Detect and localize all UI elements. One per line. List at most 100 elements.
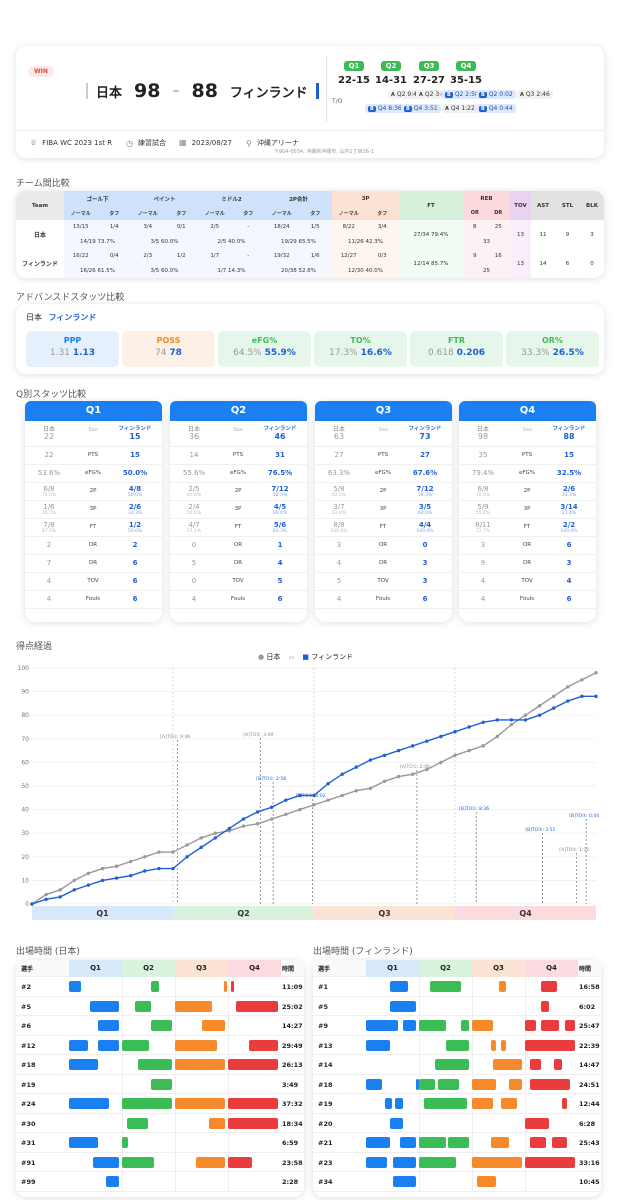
away-score-point <box>523 718 528 722</box>
player-minutes-row: #14 14:47 <box>313 1055 601 1075</box>
timeout-annotation: [A]TO②: 1:22 <box>559 847 589 853</box>
stat-cell: 1/6 <box>298 249 332 263</box>
legend-away: フィンランド <box>311 653 354 661</box>
quarter-separator <box>175 1172 176 1191</box>
stat-name: TOV <box>87 578 99 584</box>
away-score-point <box>509 718 514 722</box>
timeout-team: B <box>479 106 487 112</box>
player-minutes-row: #23 33:16 <box>313 1152 601 1172</box>
player-number: #91 <box>21 1158 36 1167</box>
away-stat: 4/5 <box>273 503 287 511</box>
home-stat: 5/8 <box>333 485 345 493</box>
timeout-annotation: [B]TO①: 2:58 <box>256 776 286 782</box>
playing-time-bar <box>249 1039 279 1051</box>
playing-time-bar <box>122 1039 149 1051</box>
stat-cell: 0/1 <box>164 220 198 234</box>
quarter-separator <box>228 996 229 1016</box>
player-minutes-row: #2 11:09 <box>16 977 304 997</box>
legend-away-marker: ■ <box>302 653 310 661</box>
quarter-separator <box>228 1133 229 1152</box>
home-score-point <box>129 859 133 864</box>
away-score-point <box>72 888 76 892</box>
player-minutes-row: #5 25:02 <box>16 996 304 1016</box>
stat-cell-total: 3/5 60.0% <box>131 263 198 278</box>
team-name: 日本 <box>16 220 64 249</box>
quarter-stat-row: 2/5 40.0% 2P 7/12 58.3% <box>170 483 307 501</box>
away-label: フィンランド <box>408 426 442 432</box>
playing-time-bar <box>498 981 507 992</box>
time-col-header: 時間 <box>579 966 592 973</box>
away-stat: 3 <box>422 559 428 567</box>
quarter-col-header: Q3 <box>472 960 525 977</box>
timeout-team: B <box>404 106 412 112</box>
player-minutes-row: #1 16:58 <box>313 977 601 997</box>
timeout-annotation: [A]TO①: 2:46 <box>400 764 430 770</box>
home-stat: 4 <box>480 595 486 603</box>
stat-name: FT <box>523 524 531 530</box>
sub-header: タフ <box>231 206 265 220</box>
away-score-point <box>453 730 457 734</box>
home-score-point <box>171 850 175 854</box>
reb-or: 9 <box>463 249 487 263</box>
sub-header: ノーマル <box>64 206 98 220</box>
player-minutes-row: #34 10:45 <box>313 1172 601 1192</box>
player-number: #23 <box>318 1158 333 1167</box>
home-score-point <box>326 798 330 802</box>
playing-time-bar <box>223 981 227 992</box>
stat-name: 3P <box>234 506 242 512</box>
home-stat: 6/8 <box>477 485 489 493</box>
quarter-stat-row: 7 DR 6 <box>25 555 162 573</box>
group-header: ペイント <box>131 191 198 206</box>
away-label: フィンランド <box>118 426 152 432</box>
home-stat-pct: 87.5% <box>41 529 57 534</box>
away-score-point <box>425 739 429 743</box>
playing-time-bar <box>434 1059 470 1070</box>
home-stat: 8/8 <box>333 521 345 529</box>
stat-cell: 13/15 <box>64 220 98 234</box>
quarter-score: 27-27 <box>413 75 445 86</box>
player-minutes-row: #99 2:28 <box>16 1172 304 1192</box>
stat-cell: 16/22 <box>64 249 98 263</box>
playing-time-bar <box>472 1098 494 1109</box>
quarter-badge: Q2 <box>380 61 402 71</box>
quarter-score: 35-15 <box>450 75 482 86</box>
stat-name: FT <box>379 524 387 530</box>
away-stat: 6 <box>566 595 572 603</box>
away-stat: 31 <box>275 451 285 459</box>
home-score-point <box>58 888 62 892</box>
playing-time-bar <box>366 1020 398 1031</box>
away-stat: 2/6 <box>562 485 576 493</box>
total-label: Total <box>233 427 243 432</box>
away-stat: 6 <box>132 595 138 603</box>
home-score-point <box>439 760 443 765</box>
y-tick-label: 90 <box>21 689 29 696</box>
timeout-chip: B Q2 0:02 <box>476 90 516 99</box>
quarter-stat-row: 3 OR 6 <box>459 537 596 555</box>
away-stat: 2/6 <box>128 503 142 511</box>
away-stat: 27 <box>420 451 430 459</box>
away-score-point <box>171 866 175 871</box>
home-stat: 35 <box>478 451 488 459</box>
playing-time-bar <box>564 1020 576 1031</box>
player-number: #99 <box>21 1178 36 1186</box>
quarter-separator <box>122 1172 123 1191</box>
game-type: 練習試合 <box>137 139 166 147</box>
quarter-separator <box>419 1113 420 1133</box>
away-stat: 15 <box>564 451 574 459</box>
home-score-point <box>566 685 570 689</box>
away-stat: 4/8 <box>128 485 142 493</box>
adv-home-value: 64.5% <box>233 348 262 358</box>
quarter-separator <box>122 1113 123 1133</box>
timeout-annotation: [B]TO③: 0:44 <box>569 813 599 819</box>
timeout-chip: A Q3 2:46 <box>517 90 553 99</box>
chart-legend: ● 日本 vs ■ フィンランド <box>258 652 353 662</box>
playing-time-bar <box>530 1137 547 1148</box>
quarter-stat-row: 9 DR 3 <box>459 555 596 573</box>
home-label: 日本 <box>187 426 200 433</box>
adv-values: 1.31 1.13 <box>26 348 119 358</box>
away-stat: 5/6 <box>273 521 287 529</box>
quarter-separator <box>472 1035 473 1055</box>
quarter-separator <box>525 1074 526 1094</box>
date-info: ▦ 2023/08/27 <box>179 138 232 147</box>
quarter-stat-row: 55.6% eFG% 76.5% <box>170 465 307 483</box>
